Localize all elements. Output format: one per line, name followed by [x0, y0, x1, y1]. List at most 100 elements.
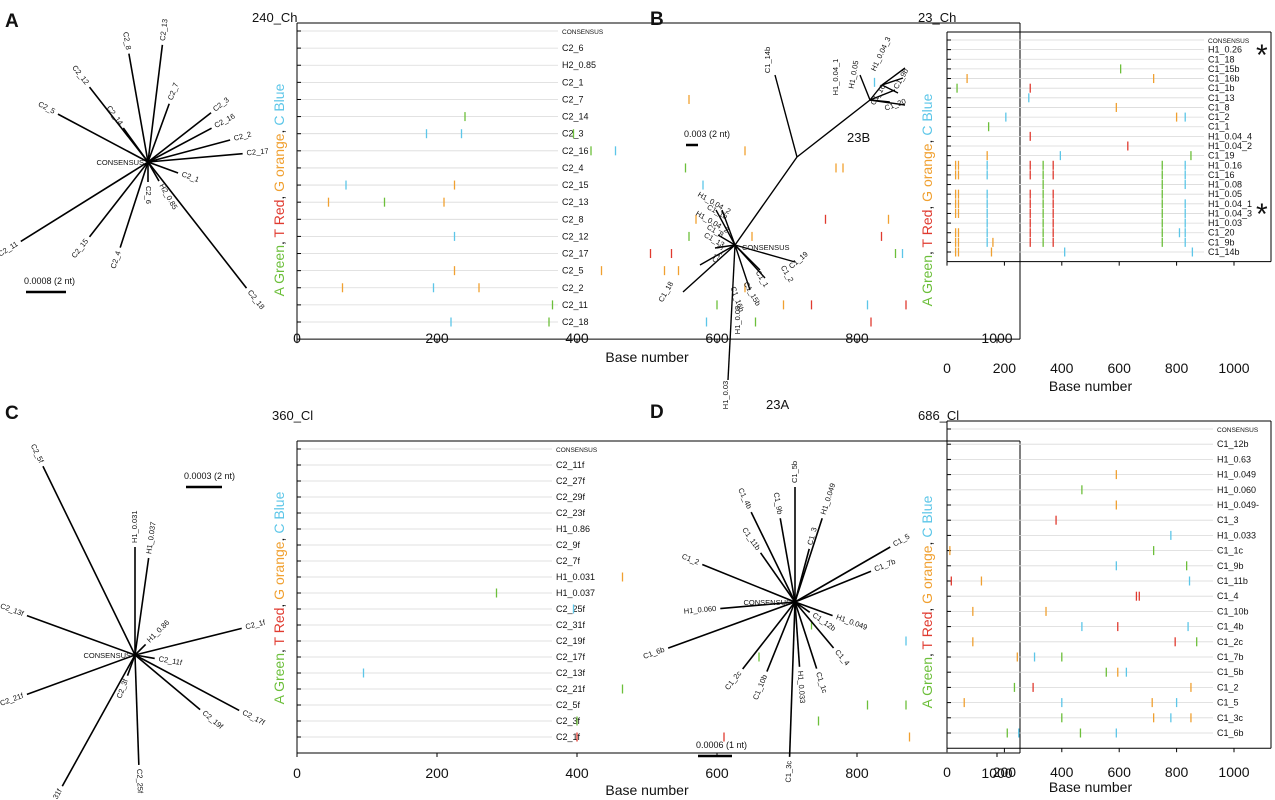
tree-C: C2_5f H1_0.037 H1_0.031 C2_13f C2_1f C2_21f C2… [0, 442, 267, 800]
tree-tip-label: C2_4 [109, 250, 123, 270]
tree-tip-label: C2_17f [241, 708, 267, 728]
row-label: C2_13 [562, 197, 589, 207]
x-axis-label: Base number [1049, 779, 1133, 795]
tree-tip-label: C1_3 [710, 244, 725, 264]
significance-asterisk: * [1256, 39, 1268, 72]
tree-branch [717, 234, 736, 246]
row-label: C1_3c [1217, 713, 1244, 723]
row-label: CONSENSUS [562, 29, 604, 36]
tree-branch [779, 518, 796, 603]
tree-tip-label: C2_1 [180, 170, 200, 185]
row-label: C1_16b [1208, 74, 1240, 84]
tree-tip-label: H1_0.03 [721, 381, 730, 409]
tree-tip-label: H1_0.031 [130, 510, 139, 543]
row-label: C1_18 [1208, 54, 1235, 64]
tree-branch [128, 53, 149, 163]
tree-branch [134, 557, 150, 656]
tree-branch [794, 546, 891, 603]
x-tick-label: 200 [425, 765, 449, 781]
tree-branch [88, 161, 149, 238]
tree-tip-label: C1_3 [805, 526, 818, 546]
tree-tip-label: C1_3c [784, 760, 794, 782]
legend-c_text: C Blue [271, 491, 287, 533]
legend-a_text: A Green [919, 255, 935, 306]
scale-bar: 0.0003 (2 nt) [184, 471, 235, 489]
row-label: C1_1c [1217, 546, 1244, 556]
tree-branch [57, 113, 149, 163]
x-tick-label: 1000 [981, 330, 1012, 346]
row-label: CONSENSUS [1217, 427, 1259, 434]
legend-text: A Green, T Red, G orange, C Blue [919, 93, 935, 306]
row-label: C1_11b [1217, 576, 1248, 586]
legend-c_text: C Blue [919, 495, 935, 537]
tree-tip-label: C2_13 [158, 18, 170, 41]
tree-tip-label: C2_5 [37, 99, 57, 115]
row-label: C2_3f [556, 716, 581, 726]
legend-t_text: T Red [271, 608, 287, 646]
tree-tip-label: C1_2c [723, 669, 744, 692]
tree-root-label: CONSENSUS [96, 158, 144, 167]
legend-sep: , [271, 600, 287, 608]
tree-branch [869, 99, 906, 106]
tree-tip-label: C1_4b [736, 486, 754, 510]
row-label: C2_5 [562, 266, 584, 276]
x-tick-label: 800 [845, 330, 869, 346]
x-tick-label: 0 [293, 765, 301, 781]
row-label: C1_6b [1217, 728, 1244, 738]
tree-branch [881, 84, 899, 94]
legend-t_text: T Red [271, 200, 287, 238]
tree-tip-label: C1_6b [642, 645, 666, 661]
tree-branch [759, 552, 796, 603]
tree-branch [20, 161, 149, 243]
tree-branch [720, 601, 796, 610]
tree-tip-label: C1_15b [742, 280, 763, 307]
tree-branch [667, 601, 796, 649]
legend-sep: , [919, 604, 935, 612]
row-label: C2_17f [556, 652, 586, 662]
tree-branch [794, 570, 872, 603]
x-tick-label: 200 [993, 764, 1017, 780]
row-label: C2_4 [562, 163, 584, 173]
row-label: C2_8 [562, 214, 584, 224]
scale-bar-label: 0.0008 (2 nt) [24, 276, 75, 286]
tree-tip-label: C1_4 [833, 648, 851, 668]
x-tick-label: 400 [1050, 764, 1074, 780]
tree-branch [794, 601, 818, 669]
row-label: C1_2c [1217, 637, 1244, 647]
tree-B: C1_14b H1_0.04_1 H1_0.05 H1_0.04_3C1_9b C1_1… [656, 35, 910, 412]
tree-branch [788, 601, 796, 757]
row-label: C2_3 [562, 129, 584, 139]
tree-tip-label: C2_3f [115, 677, 131, 700]
legend-a_text: A Green [919, 657, 935, 708]
tree-branch [134, 654, 140, 765]
x-axis-label: Base number [605, 349, 689, 365]
tree-branch [774, 74, 798, 158]
tree-tip-label: C2_15 [69, 237, 90, 260]
row-label: C2_11f [556, 460, 585, 470]
scale-bar-label: 0.003 (2 nt) [684, 129, 730, 139]
legend-sep: , [919, 538, 935, 546]
tree-branch [766, 601, 796, 672]
tree-tip-label: C2_13f [0, 601, 26, 618]
tree-tip-label: H1_0.037 [144, 521, 157, 554]
legend-g_text: G orange [271, 133, 287, 192]
tree-branch [734, 244, 761, 271]
panel-letter: D [650, 402, 664, 423]
row-label: C1_19 [1208, 151, 1235, 161]
tree-tip-label: C2_11f [158, 654, 184, 667]
tree-tip-label: H1_0.049 [819, 482, 838, 516]
legend-sep: , [271, 534, 287, 542]
row-label: C2_7f [556, 556, 581, 566]
legend-g_text: G orange [919, 545, 935, 604]
tree-tip-label: C2_8 [121, 31, 133, 50]
tree-tip-label: C2_17 [246, 146, 269, 157]
row-label: C2_5f [556, 700, 581, 710]
tree-tip-label: C1_5 [891, 532, 911, 549]
row-label: C2_14 [562, 112, 589, 122]
legend-c_text: C Blue [271, 83, 287, 125]
tree-tip-label: C1_1c [814, 671, 829, 695]
scale-bar: 0.0006 (1 nt) [696, 740, 747, 758]
